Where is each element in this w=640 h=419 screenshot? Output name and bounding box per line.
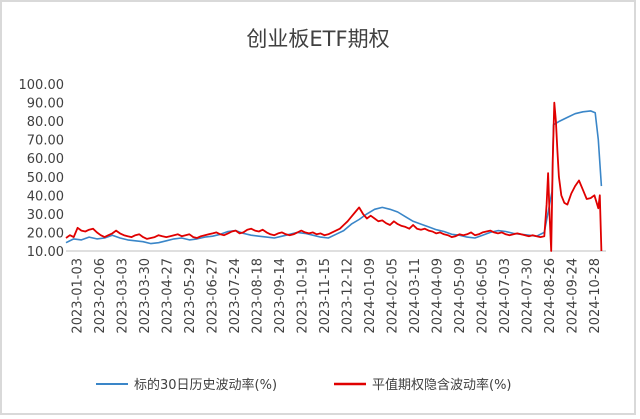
x-tick-label: 2024-06-05 [475, 258, 490, 334]
x-tick-label: 2024-04-09 [430, 258, 445, 334]
y-tick-label: 50.00 [27, 171, 64, 186]
x-axis: 2023-01-03 2023-02-06 2023-03-03 2023-03-30… [66, 250, 606, 334]
x-tick-label: 2024-08-26 [543, 258, 558, 334]
x-tick-label: 2024-03-11 [408, 258, 423, 334]
y-tick-label: 80.00 [27, 115, 64, 130]
x-tick-label: 2023-02-06 [93, 258, 108, 334]
y-axis: 10.00 20.00 30.00 40.00 50.00 60.00 70.00 80.00… [19, 78, 65, 260]
x-tick-label: 2023-01-03 [70, 258, 85, 334]
x-tick-label: 2023-09-14 [273, 258, 288, 334]
x-tick-label: 2024-10-28 [588, 258, 603, 334]
series-line-1 [65, 110, 603, 245]
x-tick-label: 2024-02-05 [385, 258, 400, 334]
x-tick-label: 2023-04-27 [160, 258, 175, 334]
x-tick-label: 2023-11-15 [318, 258, 333, 334]
y-tick-label: 30.00 [27, 208, 64, 223]
y-tick-label: 60.00 [27, 152, 64, 167]
x-tick-label: 2024-07-03 [498, 258, 513, 334]
x-tick-label: 2023-05-29 [183, 258, 198, 334]
x-tick-label: 2024-07-30 [520, 258, 535, 334]
series-layer [65, 101, 603, 252]
x-tick-label: 2023-10-19 [295, 258, 310, 334]
y-tick-label: 40.00 [27, 189, 64, 204]
x-tick-label: 2023-12-12 [340, 258, 355, 334]
x-tick-label: 2024-05-09 [453, 258, 468, 334]
y-tick-label: 90.00 [27, 97, 64, 112]
x-tick-label: 2023-03-03 [115, 258, 130, 334]
x-tick-label: 2024-01-09 [363, 258, 378, 334]
series-line-2 [65, 101, 603, 252]
legend: 标的30日历史波动率(%) 平值期权隐含波动率(%) [96, 377, 512, 393]
x-tick-label: 2023-07-24 [228, 258, 243, 334]
y-tick-label: 70.00 [27, 134, 64, 149]
x-tick-label: 2023-08-18 [250, 258, 265, 334]
x-tick-label: 2023-03-30 [138, 258, 153, 334]
legend-label: 平值期权隐含波动率(%) [372, 377, 512, 393]
y-tick-label: 10.00 [27, 245, 64, 260]
y-tick-label: 20.00 [27, 226, 64, 241]
x-tick-label: 2023-06-27 [205, 258, 220, 334]
y-tick-label: 100.00 [19, 78, 65, 93]
x-tick-label: 2024-09-24 [565, 258, 580, 334]
chart-title: 创业板ETF期权 [246, 27, 389, 51]
legend-label: 标的30日历史波动率(%) [134, 377, 277, 393]
